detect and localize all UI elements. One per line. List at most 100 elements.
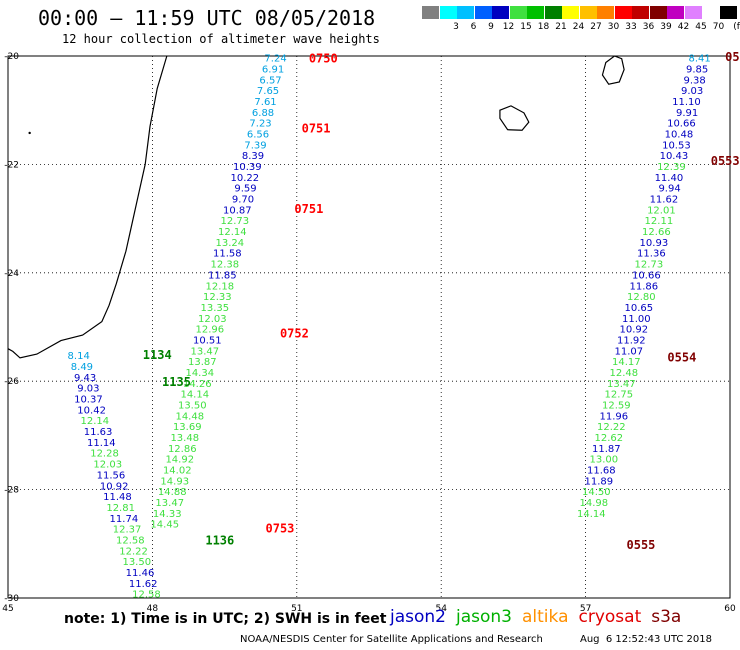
wave-height-value: 12.73 xyxy=(221,216,250,227)
legend-swatch xyxy=(492,6,509,19)
wave-height-value: 13.69 xyxy=(173,422,202,433)
legend-swatch xyxy=(422,6,439,19)
wave-height-value: 12.11 xyxy=(645,216,674,227)
wave-height-value: 9.03 xyxy=(681,86,703,97)
wave-height-value: 10.43 xyxy=(660,151,689,162)
wave-height-value: 14.14 xyxy=(180,390,209,401)
wave-height-value: 9.91 xyxy=(676,108,698,119)
footnote: note: 1) Time is in UTC; 2) SWH is in fe… xyxy=(64,611,387,627)
wave-height-value: 9.59 xyxy=(234,184,256,195)
legend-label: 33 xyxy=(625,22,637,32)
wave-height-value: 9.03 xyxy=(77,384,99,395)
wave-height-value: 11.00 xyxy=(622,314,651,325)
wave-height-value: 9.94 xyxy=(658,184,680,195)
wave-height-value: 12.48 xyxy=(610,368,639,379)
wave-height-value: 12.14 xyxy=(218,227,247,238)
legend-swatch xyxy=(684,6,702,19)
y-tick-label: -30 xyxy=(4,594,19,604)
satellite-legend-item: s3a xyxy=(651,607,682,627)
legend-label: 24 xyxy=(572,22,585,32)
wave-height-value: 13.35 xyxy=(200,303,229,314)
pass-time-label: 0554 xyxy=(667,350,696,364)
wave-height-value: 12.86 xyxy=(168,444,197,455)
y-tick-label: -22 xyxy=(4,160,19,170)
x-tick-label: 57 xyxy=(580,604,591,614)
wave-height-value: 6.88 xyxy=(252,108,274,119)
legend-label: 70 xyxy=(712,22,725,32)
legend-swatch xyxy=(632,6,649,19)
y-tick-label: -26 xyxy=(4,377,19,387)
wave-height-value: 11.48 xyxy=(103,492,132,503)
wave-height-value: 11.85 xyxy=(208,270,237,281)
wave-height-value: 12.96 xyxy=(195,325,224,336)
wave-height-value: 12.81 xyxy=(106,503,135,514)
wave-height-value: 10.65 xyxy=(625,303,654,314)
wave-height-value: 13.24 xyxy=(216,238,245,249)
wave-height-value: 14.45 xyxy=(150,520,179,531)
legend-swatch xyxy=(544,6,562,19)
wave-height-value: 14.33 xyxy=(153,509,182,520)
x-tick-label: 54 xyxy=(435,604,447,614)
legend-label: 36 xyxy=(642,22,655,32)
map-subtitle: 12 hour collection of altimeter wave hei… xyxy=(62,32,380,46)
wave-height-value: 14.48 xyxy=(175,411,204,422)
wave-height-value: 6.91 xyxy=(262,64,284,75)
wave-height-value: 14.98 xyxy=(579,498,608,509)
wave-height-value: 10.22 xyxy=(231,173,260,184)
legend-label: 6 xyxy=(470,22,477,32)
y-tick-label: -24 xyxy=(4,269,19,279)
legend-swatch xyxy=(509,6,527,19)
satellite-legend: jason2 jason3 altika cryosat s3a xyxy=(390,607,691,627)
wave-height-value: 9.43 xyxy=(74,373,96,384)
wave-height-value: 12.59 xyxy=(602,401,631,412)
legend-label: 45 xyxy=(695,22,707,32)
wave-height-value: 12.22 xyxy=(119,546,148,557)
wave-height-value: 14.88 xyxy=(158,487,187,498)
satellite-legend-item: cryosat xyxy=(578,607,642,627)
legend-unit: (ft) xyxy=(733,22,740,32)
wave-height-value: 7.61 xyxy=(254,97,276,108)
wave-height-value: 8.14 xyxy=(68,351,90,362)
generation-timestamp: Aug 6 12:52:43 UTC 2018 xyxy=(580,634,712,645)
pass-time-label: 0753 xyxy=(266,522,295,536)
wave-height-value: 12.58 xyxy=(116,535,145,546)
legend-swatch xyxy=(439,6,457,19)
wave-height-value: 12.03 xyxy=(198,314,227,325)
mauritius-island xyxy=(601,55,625,85)
legend-label: 21 xyxy=(555,22,567,32)
pass-time-label: 1135 xyxy=(162,375,191,389)
pass-time-label: 0555 xyxy=(627,538,656,552)
wave-height-value: 10.37 xyxy=(74,395,103,406)
wave-height-value: 7.39 xyxy=(244,140,266,151)
wave-height-value: 11.46 xyxy=(126,568,155,579)
legend-label: 27 xyxy=(590,22,602,32)
wave-height-value: 12.22 xyxy=(597,422,626,433)
wave-height-value: 9.70 xyxy=(232,195,254,206)
wave-height-value: 11.58 xyxy=(213,249,242,260)
legend-swatch xyxy=(614,6,632,19)
wave-height-value: 11.68 xyxy=(587,466,616,477)
wave-height-value: 7.23 xyxy=(249,119,271,130)
pass-time-label: 1134 xyxy=(143,348,172,362)
wave-height-value: 12.62 xyxy=(595,433,624,444)
wave-height-value: 9.38 xyxy=(683,75,705,86)
wave-height-value: 12.28 xyxy=(90,449,119,460)
wave-height-value: 12.39 xyxy=(657,162,686,173)
wave-height-value: 6.57 xyxy=(259,75,281,86)
wave-height-value: 14.17 xyxy=(612,357,641,368)
wave-height-value: 11.07 xyxy=(615,346,644,357)
legend-swatch xyxy=(474,6,492,19)
wave-height-value: 13.00 xyxy=(589,455,618,466)
credit-line: NOAA/NESDIS Center for Satellite Applica… xyxy=(240,634,543,645)
wave-height-value: 13.50 xyxy=(122,557,151,568)
legend-swatch xyxy=(562,6,579,19)
pass-time-label: 0751 xyxy=(302,122,331,136)
wave-height-value: 13.47 xyxy=(155,498,184,509)
legend-label: 30 xyxy=(607,22,620,32)
wave-height-value: 14.92 xyxy=(165,455,194,466)
wave-height-value: 13.47 xyxy=(190,346,219,357)
legend-label: 3 xyxy=(453,22,459,32)
wave-height-value: 8.39 xyxy=(242,151,264,162)
pass-time-label: 0750 xyxy=(309,52,338,66)
wave-height-value: 6.56 xyxy=(247,130,269,141)
